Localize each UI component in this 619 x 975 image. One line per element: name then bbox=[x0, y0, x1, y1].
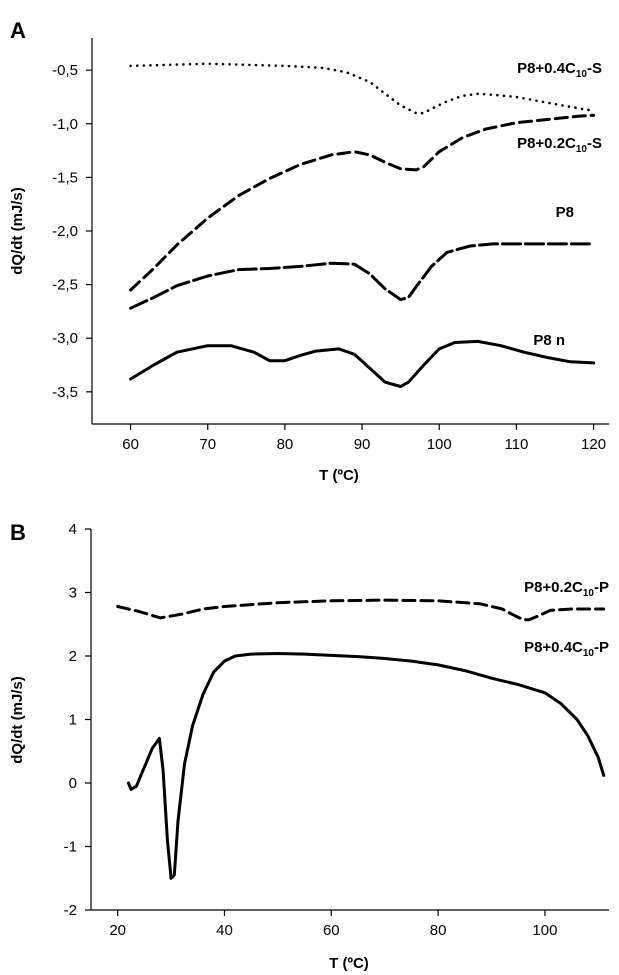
panel-b-letter: B bbox=[10, 520, 26, 545]
panel-b-series-label-1: P8+0.2C10-P bbox=[524, 579, 609, 599]
panel-a-chart: A 60 70 80 90 100 110 120 -0,5 -1,0 -1,5 -2,0 -2,5 -… bbox=[9, 18, 609, 484]
panel-a-series-label-2: P8+0.2C10-S bbox=[517, 135, 602, 155]
panel-a-y-tick-label: -0,5 bbox=[52, 62, 78, 79]
panel-a-series-line-4 bbox=[129, 339, 596, 388]
panel-a-x-tick-label: 90 bbox=[354, 436, 371, 453]
panel-b-x-tick-label: 60 bbox=[323, 922, 340, 939]
panel-a-y-tick-label: -2,5 bbox=[52, 277, 78, 294]
panel-b-chart: B 20 40 60 80 100 4 3 2 1 0 -1 -2 P8+0.2C10-P P8+0.4C… bbox=[9, 520, 609, 972]
panel-a-x-label: T (ºC) bbox=[319, 467, 359, 484]
panel-b-series-label-2: P8+0.4C10-P bbox=[524, 639, 609, 659]
panel-a-letter: A bbox=[10, 18, 26, 43]
panel-b-x-tick-label: 40 bbox=[216, 922, 233, 939]
panel-a-x-tick-label: 80 bbox=[277, 436, 294, 453]
panel-b-y-tick-label: -1 bbox=[64, 839, 77, 856]
panel-b-y-tick-label: 0 bbox=[69, 775, 77, 792]
panel-b-x-tick-label: 20 bbox=[109, 922, 126, 939]
panel-b-series-line-1 bbox=[116, 598, 606, 622]
panel-b-y-label: dQ/dt (mJ/s) bbox=[9, 676, 26, 764]
panel-a-y-label: dQ/dt (mJ/s) bbox=[9, 187, 26, 275]
panel-a-x-tick-label: 100 bbox=[427, 436, 452, 453]
panel-a-series-label-4: P8 n bbox=[533, 332, 565, 349]
panel-a-series-label-1: P8+0.4C10-S bbox=[517, 60, 602, 80]
panel-b-y-tick-label: 3 bbox=[69, 585, 77, 602]
panel-b-y-tick-label: 1 bbox=[69, 712, 77, 729]
panel-a-y-tick-label: -2,0 bbox=[52, 223, 78, 240]
panel-a-series-line-3 bbox=[129, 242, 596, 310]
panel-b-marks: 20 40 60 80 100 4 3 2 1 0 -1 -2 P8+0.2C10-P P8+0.4C10… bbox=[64, 521, 609, 939]
panel-a-y-tick-label: -1,5 bbox=[52, 169, 78, 186]
panel-b-series-line-2 bbox=[126, 652, 606, 880]
panel-a-y-tick-label: -3,5 bbox=[52, 384, 78, 401]
panel-b-x-label: T (ºC) bbox=[329, 955, 369, 972]
panel-a-x-tick-label: 60 bbox=[122, 436, 139, 453]
panel-a-x-tick-label: 110 bbox=[504, 436, 528, 453]
panel-a-series-line-2 bbox=[129, 113, 596, 292]
panel-a-x-tick-label: 70 bbox=[199, 436, 216, 453]
panel-a-series-label-3: P8 bbox=[556, 204, 574, 221]
panel-b-y-tick-label: 4 bbox=[69, 521, 77, 538]
panel-a-series-line-1 bbox=[129, 62, 595, 115]
panel-b-x-tick-label: 100 bbox=[532, 922, 557, 939]
panel-a-x-tick-label: 120 bbox=[581, 436, 606, 453]
panel-a-y-tick-label: -1,0 bbox=[52, 116, 78, 133]
panel-a-y-tick-label: -3,0 bbox=[52, 330, 78, 347]
panel-b-y-tick-label: -2 bbox=[64, 902, 77, 919]
panel-a-marks: 60 70 80 90 100 110 120 -0,5 -1,0 -1,5 -2,0 -2,5 -3,… bbox=[52, 60, 606, 453]
panel-b-y-tick-label: 2 bbox=[69, 648, 77, 665]
panel-b-x-tick-label: 80 bbox=[430, 922, 447, 939]
